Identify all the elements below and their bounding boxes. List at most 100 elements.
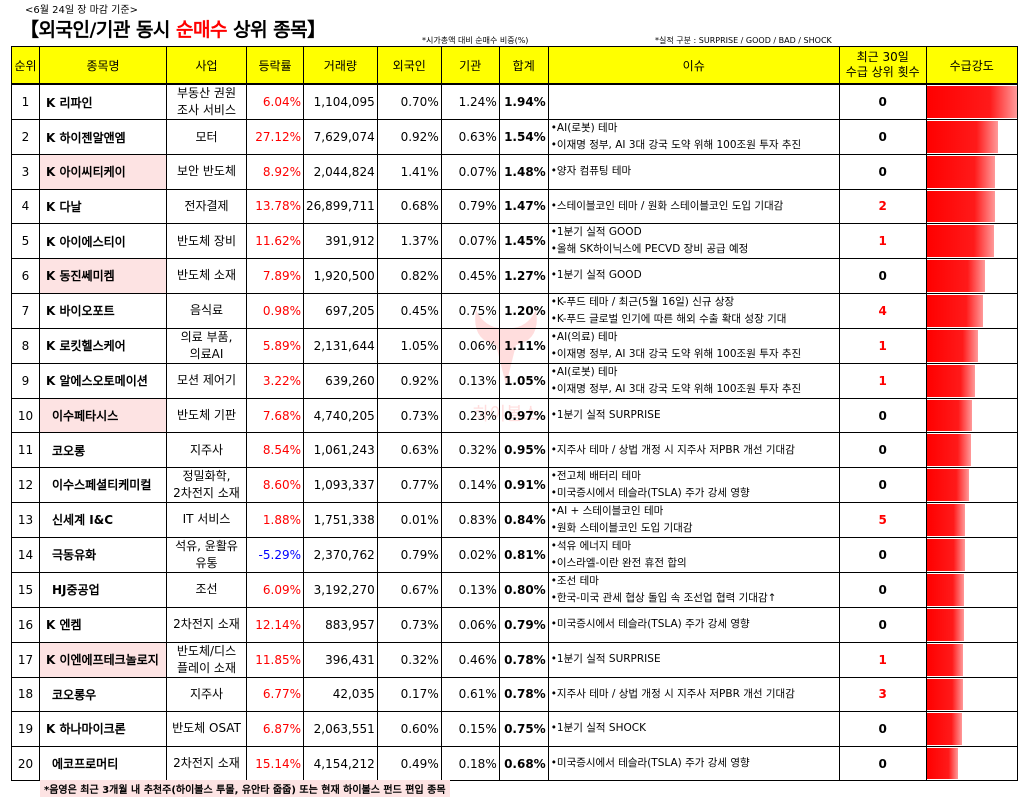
sum-cell: 1.05% — [498, 362, 549, 399]
strength-bar — [927, 747, 959, 780]
sum-cell: 0.79% — [498, 606, 549, 643]
rank-cell: 9 — [11, 362, 40, 399]
table-row: 17 K 이엔에프테크놀로지 반도체/디스 플레이 소재 11.85% 396,431 0.… — [11, 641, 1018, 678]
col-change: 등락률 — [246, 46, 304, 85]
volume-cell: 1,061,243 — [303, 432, 378, 468]
business-line: 보안 반도체 — [176, 164, 236, 179]
strength-bar — [927, 294, 983, 327]
business-line: 모션 제어기 — [176, 373, 236, 388]
strength-cell — [925, 223, 1018, 260]
issue-line: •올해 SK하이닉스에 PECVD 장비 공급 예정 — [550, 243, 749, 256]
issue-line: •이재명 정부, AI 3대 강국 도약 위해 100조원 투자 추진 — [550, 382, 802, 395]
business-line: 지주사 — [189, 686, 224, 701]
business-cell: 모터 — [166, 119, 247, 155]
business-line: 반도체 기판 — [176, 408, 236, 423]
strength-cell — [925, 571, 1018, 608]
sum-cell: 0.68% — [498, 745, 549, 782]
issue-cell: •1분기 실적 SURPRISE — [547, 397, 840, 434]
col-foreign: 외국인 — [376, 46, 442, 85]
sum-cell: 0.91% — [498, 466, 549, 503]
sum-cell: 1.47% — [498, 188, 549, 225]
issue-line: •1분기 실적 GOOD — [550, 269, 642, 282]
strength-bar — [927, 643, 963, 676]
institution-cell: 0.45% — [440, 258, 500, 294]
foreign-cell: 0.79% — [376, 536, 442, 573]
institution-cell: 0.13% — [440, 362, 500, 399]
strength-cell — [925, 397, 1018, 434]
business-cell: 모션 제어기 — [166, 362, 247, 399]
strength-cell — [925, 536, 1018, 573]
rank-cell: 14 — [11, 536, 40, 573]
foreign-cell: 1.41% — [376, 154, 442, 190]
business-line: 석유, 윤활유 — [175, 538, 238, 553]
institution-cell: 0.15% — [440, 711, 500, 747]
issue-line: •석유 에너지 테마 — [550, 539, 632, 552]
change-cell: 12.14% — [246, 606, 304, 643]
strength-cell — [925, 676, 1018, 713]
table-row: 20 에코프로머티 2차전지 소재 15.14% 4,154,212 0.49% 0.18%… — [11, 745, 1018, 782]
strength-bar — [927, 121, 998, 153]
rank-cell: 3 — [11, 154, 40, 190]
strength-bar — [927, 468, 970, 501]
business-cell: 정밀화학, 2차전지 소재 — [166, 466, 247, 503]
business-line: 반도체 장비 — [176, 233, 236, 248]
strength-cell — [925, 711, 1018, 747]
strength-cell — [925, 501, 1018, 538]
count-cell: 0 — [838, 466, 927, 503]
stock-name-cell: 신세계 I&C — [39, 501, 167, 538]
change-cell: 0.98% — [246, 292, 304, 329]
volume-cell: 396,431 — [303, 641, 378, 678]
change-cell: 6.77% — [246, 676, 304, 713]
stock-name-cell: 극동유화 — [39, 536, 167, 573]
strength-bar — [927, 573, 964, 606]
stock-name-cell: K 리파인 — [39, 83, 167, 120]
volume-cell: 1,104,095 — [303, 83, 378, 120]
rank-cell: 12 — [11, 466, 40, 503]
stock-name-cell: 이수스페셜티케미컬 — [39, 466, 167, 503]
foreign-cell: 0.01% — [376, 501, 442, 538]
volume-cell: 883,957 — [303, 606, 378, 643]
count-cell: 0 — [838, 711, 927, 747]
sum-cell: 0.95% — [498, 432, 549, 468]
strength-cell — [925, 745, 1018, 782]
change-cell: 6.87% — [246, 711, 304, 747]
foreign-cell: 0.49% — [376, 745, 442, 782]
institution-cell: 0.18% — [440, 745, 500, 782]
business-cell: 음식료 — [166, 292, 247, 329]
strength-bar — [927, 329, 979, 362]
table-row: 16 K 엔켐 2차전지 소재 12.14% 883,957 0.73% 0.06% 0.79… — [11, 606, 1018, 643]
stock-name-cell: K 동진쎄미켐 — [39, 258, 167, 294]
change-cell: 1.88% — [246, 501, 304, 538]
strength-cell — [925, 119, 1018, 155]
count-cell: 1 — [838, 641, 927, 678]
issue-line: •지주사 테마 / 상법 개정 시 지주사 저PBR 개선 기대감 — [550, 443, 795, 456]
sum-cell: 1.54% — [498, 119, 549, 155]
business-cell: 2차전지 소재 — [166, 745, 247, 782]
issue-line: •AI(의료) 테마 — [550, 330, 618, 343]
count-cell: 5 — [838, 501, 927, 538]
issue-line: •K-푸드 글로벌 인기에 따른 해외 수출 확대 성장 기대 — [550, 312, 787, 325]
strength-cell — [925, 292, 1018, 329]
col-strength: 수급강도 — [925, 46, 1018, 85]
volume-cell: 3,192,270 — [303, 571, 378, 608]
table-row: 12 이수스페셜티케미컬 정밀화학, 2차전지 소재 8.60% 1,093,337 0.7… — [11, 466, 1018, 503]
change-cell: 3.22% — [246, 362, 304, 399]
business-cell: 부동산 권원 조사 서비스 — [166, 83, 247, 120]
issue-line: •미국증시에서 테슬라(TSLA) 주가 강세 영향 — [550, 757, 750, 770]
table-row: 11 코오롱 지주사 8.54% 1,061,243 0.63% 0.32% 0.95% •지주… — [11, 432, 1018, 468]
foreign-cell: 0.92% — [376, 362, 442, 399]
stock-name-cell: K 아이씨티케이 — [39, 154, 167, 190]
institution-cell: 0.75% — [440, 292, 500, 329]
stock-name-cell: 코오롱우 — [39, 676, 167, 713]
volume-cell: 639,260 — [303, 362, 378, 399]
count-cell: 0 — [838, 432, 927, 468]
strength-cell — [925, 466, 1018, 503]
issue-cell: •전고체 배터리 테마 •미국증시에서 테슬라(TSLA) 주가 강세 영향 — [547, 466, 840, 503]
change-cell: 8.60% — [246, 466, 304, 503]
title-prefix: 【외국인/기관 동시 — [20, 19, 177, 41]
rank-cell: 10 — [11, 397, 40, 434]
sum-cell: 0.78% — [498, 641, 549, 678]
stock-name-cell: 코오롱 — [39, 432, 167, 468]
rank-cell: 13 — [11, 501, 40, 538]
